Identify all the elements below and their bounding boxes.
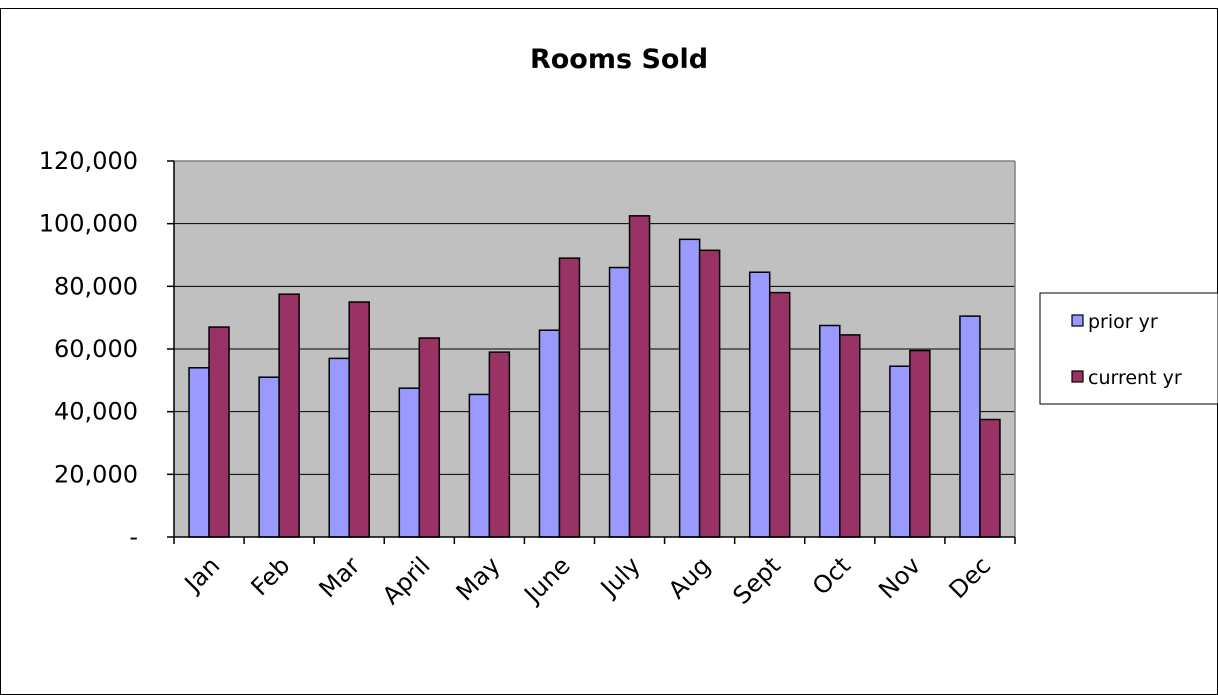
bar-prior-yr-july bbox=[608, 266, 631, 538]
y-tick-label: 100,000 bbox=[39, 210, 138, 238]
bar-prior-yr-aug bbox=[678, 238, 701, 538]
legend-box bbox=[1039, 292, 1218, 405]
bar-current-yr-nov bbox=[909, 349, 931, 538]
bar-prior-yr-mar bbox=[328, 357, 350, 538]
bar-current-yr-mar bbox=[348, 301, 370, 538]
legend-swatch-prior-yr bbox=[1071, 314, 1084, 327]
bar-current-yr-july bbox=[628, 215, 651, 538]
bar-current-yr-sept bbox=[768, 291, 791, 538]
y-tick-label: 120,000 bbox=[39, 147, 138, 175]
bar-current-yr-dec bbox=[979, 418, 1001, 538]
bar-prior-yr-jan bbox=[188, 367, 210, 538]
legend-label-prior-yr: prior yr bbox=[1088, 311, 1158, 333]
bar-current-yr-aug bbox=[698, 249, 721, 538]
bar-current-yr-april bbox=[418, 337, 441, 538]
bar-prior-yr-june bbox=[538, 329, 561, 538]
bar-prior-yr-feb bbox=[258, 376, 280, 538]
bar-current-yr-june bbox=[558, 257, 581, 538]
y-tick-label: 20,000 bbox=[54, 460, 138, 488]
bar-current-yr-feb bbox=[278, 293, 300, 538]
bar-current-yr-may bbox=[488, 351, 511, 538]
bar-prior-yr-sept bbox=[748, 271, 771, 538]
bar-current-yr-jan bbox=[208, 326, 230, 538]
bar-prior-yr-oct bbox=[819, 324, 841, 538]
bar-prior-yr-dec bbox=[959, 315, 981, 538]
y-tick-label: 60,000 bbox=[54, 335, 138, 363]
bar-prior-yr-may bbox=[468, 393, 491, 538]
bar-current-yr-oct bbox=[839, 334, 861, 538]
y-tick-label: 40,000 bbox=[54, 398, 138, 426]
y-tick-label: 80,000 bbox=[54, 272, 138, 300]
bar-prior-yr-nov bbox=[889, 365, 911, 538]
y-tick-label: - bbox=[129, 523, 138, 551]
bar-prior-yr-april bbox=[398, 387, 421, 538]
legend: prior yr current yr bbox=[1039, 292, 1218, 405]
chart-title: Rooms Sold bbox=[530, 44, 708, 75]
legend-swatch-current-yr bbox=[1071, 370, 1084, 383]
legend-label-current-yr: current yr bbox=[1088, 367, 1182, 389]
